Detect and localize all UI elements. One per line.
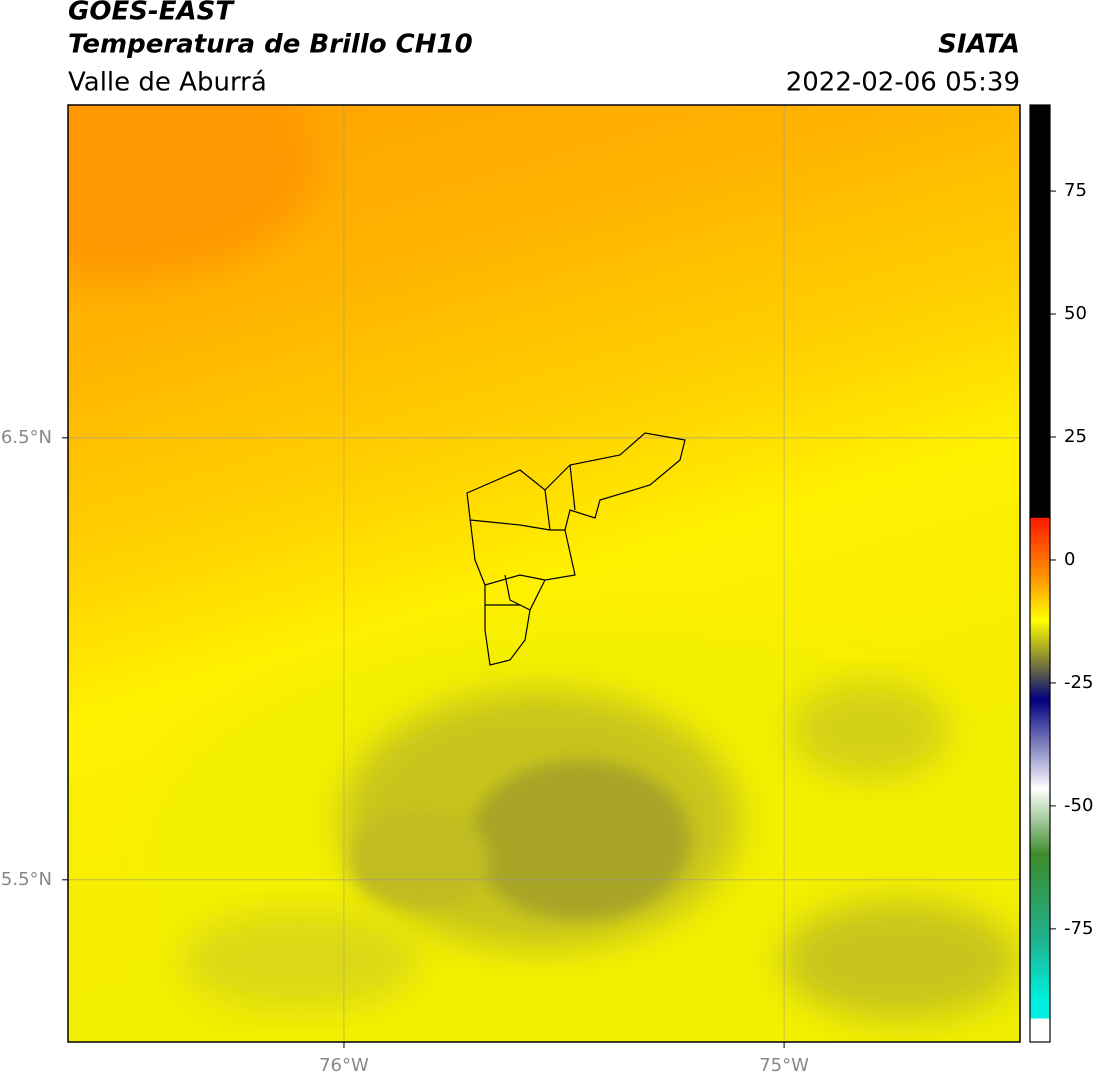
map-field xyxy=(68,105,1020,1042)
graticule xyxy=(68,105,1020,1042)
y-tick-label: 5.5°N xyxy=(1,869,52,890)
colorbar-tick-label: 50 xyxy=(1064,303,1087,324)
source: SIATA xyxy=(938,30,1020,60)
colorbar-tick-label: 0 xyxy=(1064,549,1075,570)
colorbar-tick-label: -50 xyxy=(1064,795,1093,816)
colorbar-tick-label: -25 xyxy=(1064,672,1093,693)
datetime: 2022-02-06 05:39 xyxy=(786,68,1020,98)
title: GOES-EAST xyxy=(68,0,235,27)
colorbar xyxy=(1029,104,1051,1043)
colorbar-tick-label: -75 xyxy=(1064,918,1093,939)
colorbar-tick-label: 75 xyxy=(1064,180,1087,201)
valley-outline xyxy=(466,432,686,666)
y-tick-label: 6.5°N xyxy=(1,427,52,448)
colorbar-tick-label: 25 xyxy=(1064,426,1087,447)
region: Valle de Aburrá xyxy=(68,68,267,98)
subtitle: Temperatura de Brillo CH10 xyxy=(68,30,473,60)
map-frame xyxy=(67,104,1021,1043)
x-tick-label: 75°W xyxy=(759,1055,809,1076)
x-tick-label: 76°W xyxy=(319,1055,369,1076)
